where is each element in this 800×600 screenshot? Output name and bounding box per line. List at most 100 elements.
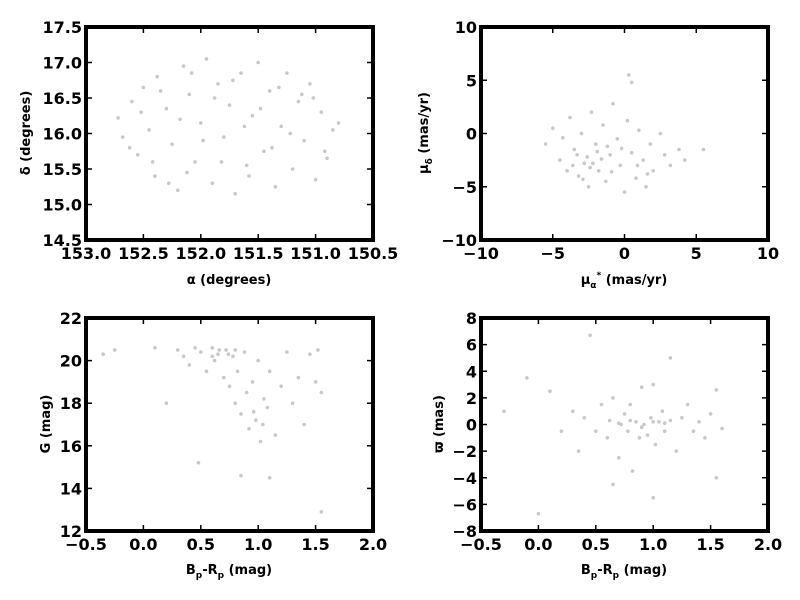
data-point [588, 165, 592, 170]
data-point [210, 346, 215, 350]
data-point [668, 418, 673, 423]
data-point [302, 138, 306, 143]
y-tick-label: −6 [452, 495, 477, 514]
data-point [231, 354, 235, 359]
data-point [668, 356, 673, 360]
data-point [683, 158, 687, 162]
data-point [323, 149, 327, 154]
data-point [660, 409, 665, 414]
data-point [637, 436, 642, 440]
data-point [703, 436, 707, 440]
data-point [611, 101, 615, 106]
data-point [189, 71, 194, 75]
data-point [657, 420, 661, 424]
y-tick-label: 14.5 [43, 231, 82, 250]
y-tick-label: 22 [60, 309, 82, 328]
data-point [611, 396, 615, 400]
data-point [262, 149, 266, 154]
data-point [176, 188, 180, 193]
data-point [251, 409, 256, 414]
data-point [576, 449, 581, 453]
data-point [708, 412, 713, 416]
x-tick-label: 1.0 [244, 535, 272, 554]
data-point [596, 169, 601, 173]
data-point [164, 401, 169, 406]
data-point [285, 71, 289, 75]
data-point [677, 147, 681, 152]
data-point [311, 96, 316, 100]
data-point [233, 348, 237, 352]
data-point [599, 157, 604, 161]
data-point [651, 169, 655, 173]
y-tick-label: 0 [466, 125, 477, 144]
data-point [319, 110, 324, 114]
data-point [130, 99, 134, 104]
data-point [641, 158, 645, 162]
data-point [561, 136, 565, 140]
data-point [313, 177, 318, 182]
data-point [116, 116, 120, 120]
data-point [247, 174, 251, 178]
data-point [674, 449, 678, 453]
data-point [625, 118, 630, 123]
data-point [316, 348, 320, 352]
data-point [586, 185, 591, 189]
x-tick-label: 1.5 [696, 535, 724, 554]
data-point [300, 92, 304, 97]
y-tick-label: 10 [455, 18, 477, 37]
y-tick-label: −8 [452, 522, 477, 541]
data-point [239, 71, 243, 75]
x-tick-label: −0.5 [65, 535, 107, 554]
data-point [626, 429, 630, 434]
data-point [714, 388, 719, 392]
y-tick-label: 18 [60, 394, 82, 413]
plot-frame [84, 25, 375, 242]
data-point [262, 397, 266, 401]
y-tick-label: 16 [60, 437, 82, 456]
data-point [645, 433, 650, 437]
data-point [559, 429, 564, 434]
data-point [618, 163, 622, 168]
plot-frame [479, 316, 770, 533]
data-point [212, 358, 217, 363]
data-point [101, 352, 105, 357]
x-tick-label: 152.5 [118, 244, 169, 263]
data-point [256, 60, 261, 65]
data-point [222, 375, 226, 380]
x-tick-label: −10 [463, 244, 499, 263]
data-point [210, 181, 215, 185]
plot-frame [84, 316, 375, 533]
data-point [644, 185, 648, 189]
data-point [691, 429, 696, 434]
x-tick-label: 152.0 [175, 244, 226, 263]
data-point [267, 369, 272, 374]
data-point [629, 150, 634, 155]
data-point [273, 433, 278, 437]
data-point [285, 350, 289, 354]
y-tick-label: 16.0 [43, 125, 82, 144]
x-tick-label: 2.0 [754, 535, 782, 554]
data-point [680, 416, 684, 420]
data-point [193, 346, 197, 350]
y-tick-label: 15.0 [43, 196, 82, 215]
data-point [662, 421, 667, 426]
data-point [628, 418, 632, 423]
data-point [250, 113, 255, 118]
data-point [267, 89, 272, 93]
data-point [651, 420, 655, 424]
data-point [628, 402, 632, 407]
data-point [244, 163, 249, 168]
data-point [153, 346, 157, 350]
data-point [258, 439, 263, 444]
y-axis-label: δ (degrees) [19, 91, 34, 176]
panel-parallax: Bp-Rp (mag) ϖ (mas) −0.5 0.0 0.5 1.0 1.5 2.0 −… [432, 309, 782, 581]
y-tick-label: 15.5 [43, 160, 82, 179]
data-point [141, 85, 146, 90]
data-point [582, 161, 587, 166]
data-point [594, 429, 598, 434]
data-point [261, 422, 265, 427]
data-point [568, 115, 572, 120]
x-tick-label: 0.0 [129, 535, 157, 554]
data-point [265, 405, 270, 410]
data-point [147, 128, 151, 132]
